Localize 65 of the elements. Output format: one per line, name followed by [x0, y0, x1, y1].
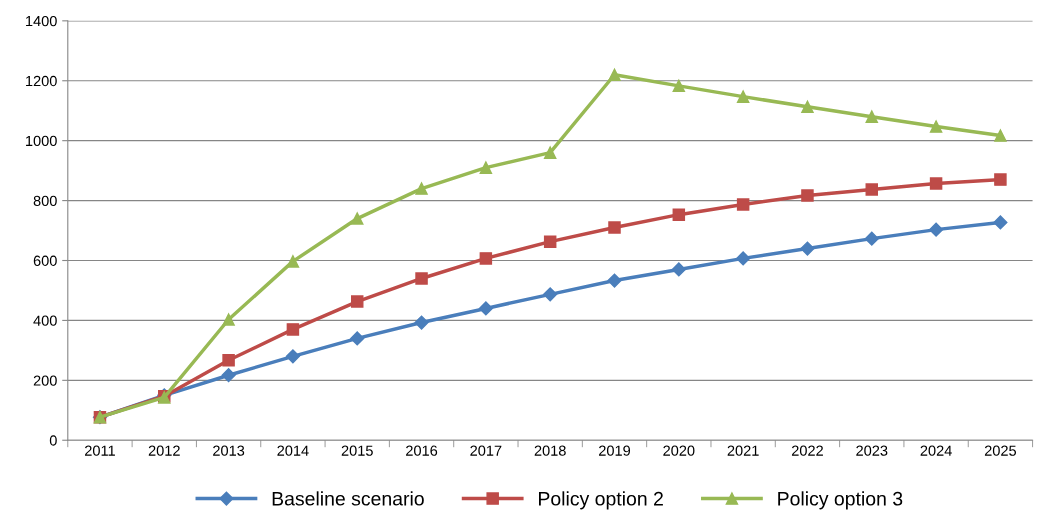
point	[414, 315, 429, 330]
point	[801, 189, 814, 202]
point	[929, 222, 944, 237]
point	[994, 129, 1007, 142]
x-tick-label: 2024	[920, 445, 952, 456]
y-tick-label: 600	[33, 255, 57, 266]
x-tick-label: 2018	[534, 445, 566, 456]
point	[286, 323, 300, 336]
point	[929, 120, 943, 133]
point	[993, 215, 1008, 230]
x-tick-label: 2019	[599, 445, 631, 456]
point	[864, 231, 879, 246]
x-tick-label: 2023	[856, 445, 888, 456]
point	[672, 208, 686, 221]
point	[222, 354, 235, 367]
point	[350, 295, 364, 308]
point	[543, 287, 558, 302]
point	[736, 90, 750, 103]
point	[478, 301, 493, 316]
point	[800, 241, 815, 256]
x-tick-label: 2013	[213, 445, 245, 456]
x-tick-label: 2017	[470, 445, 502, 456]
y-tick-label: 400	[33, 315, 57, 326]
point	[415, 182, 428, 195]
x-tick-label: 2012	[148, 445, 180, 456]
x-tick-label: 2025	[984, 445, 1017, 456]
point	[608, 68, 621, 82]
point	[543, 146, 557, 159]
x-tick-label: 2011	[85, 445, 115, 456]
point	[672, 79, 686, 93]
point	[286, 255, 300, 268]
x-tick-label: 2021	[727, 445, 759, 456]
y-tick-label: 1000	[26, 135, 57, 147]
point	[221, 368, 236, 383]
x-tick-label: 2014	[277, 445, 309, 456]
x-tick-label: 2016	[406, 445, 438, 456]
point	[671, 262, 686, 277]
y-tick-label: 0	[49, 435, 57, 446]
y-tick-label: 200	[33, 375, 57, 386]
point	[608, 221, 621, 234]
point	[543, 235, 557, 248]
point	[607, 273, 622, 288]
point	[736, 198, 750, 211]
y-tick-label: 1400	[26, 15, 57, 27]
point	[994, 173, 1007, 186]
x-tick-label: 2022	[791, 445, 823, 456]
point	[415, 272, 428, 285]
y-tick-label: 800	[33, 195, 57, 207]
legend-label: Policy option 3	[778, 491, 903, 510]
legend-label: Policy option 2	[539, 491, 663, 510]
point	[865, 183, 879, 196]
point	[285, 349, 300, 364]
x-tick-label: 2020	[663, 445, 695, 456]
point	[865, 110, 879, 123]
point	[479, 161, 493, 174]
point	[350, 331, 365, 346]
x-tick-label: 2015	[341, 445, 373, 456]
y-tick-label: 1200	[26, 75, 57, 87]
point	[929, 177, 943, 190]
point	[479, 252, 493, 265]
point	[801, 100, 814, 114]
point	[222, 313, 235, 326]
point	[736, 251, 751, 266]
legend-label: Baseline scenario	[272, 491, 424, 506]
point	[350, 212, 364, 225]
